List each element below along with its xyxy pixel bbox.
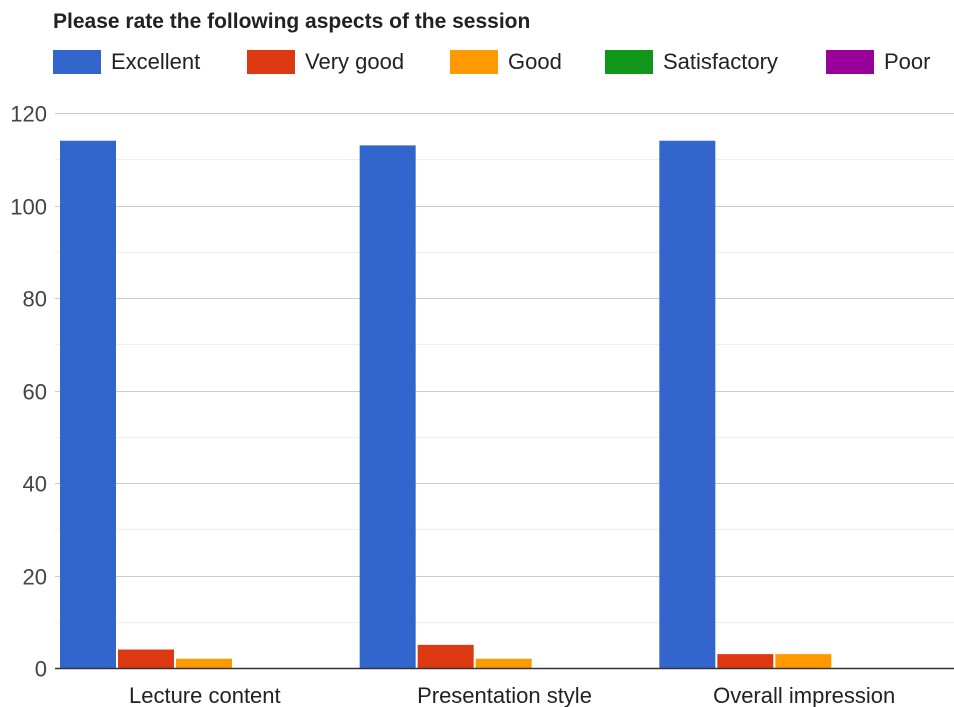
y-tick-label: 20 xyxy=(23,565,47,590)
bar-excellent-lecture-content xyxy=(60,140,116,668)
y-tick-label: 80 xyxy=(23,287,47,312)
legend-item-very-good: Very good xyxy=(247,49,404,75)
bar-very-good-presentation-style xyxy=(417,644,474,668)
y-tick-label: 120 xyxy=(10,102,47,127)
bar-excellent-presentation-style xyxy=(359,145,416,668)
legend-swatch xyxy=(826,50,874,74)
legend-label: Satisfactory xyxy=(663,49,778,74)
bar-good-overall-impression xyxy=(775,654,832,668)
bar-good-presentation-style xyxy=(475,658,532,668)
y-tick-label: 60 xyxy=(23,380,47,405)
legend-swatch xyxy=(53,50,101,74)
legend-swatch xyxy=(247,50,295,74)
bar-good-lecture-content xyxy=(176,658,232,668)
legend-item-excellent: Excellent xyxy=(53,49,200,75)
chart-title: Please rate the following aspects of the… xyxy=(53,10,531,33)
y-tick-label: 0 xyxy=(35,657,47,682)
bar-very-good-lecture-content xyxy=(118,649,174,668)
legend-item-poor: Poor xyxy=(826,49,930,75)
legend-label: Poor xyxy=(884,49,931,74)
y-tick-label: 40 xyxy=(23,472,47,497)
legend: Excellent Very good Good Satisfactory Poor xyxy=(0,0,954,90)
x-tick-label: Lecture content xyxy=(129,683,281,707)
legend-label: Very good xyxy=(305,49,405,74)
legend-swatch xyxy=(450,50,498,74)
legend-label: Excellent xyxy=(111,49,201,74)
legend-swatch xyxy=(605,50,653,74)
bar-excellent-overall-impression xyxy=(659,140,716,668)
legend-item-satisfactory: Satisfactory xyxy=(605,49,778,75)
legend-label: Good xyxy=(508,49,562,74)
bar-very-good-overall-impression xyxy=(717,654,774,668)
y-tick-label: 100 xyxy=(10,195,47,220)
x-tick-label: Presentation style xyxy=(417,683,592,707)
x-tick-label: Overall impression xyxy=(713,683,895,707)
legend-item-good: Good xyxy=(450,49,562,75)
